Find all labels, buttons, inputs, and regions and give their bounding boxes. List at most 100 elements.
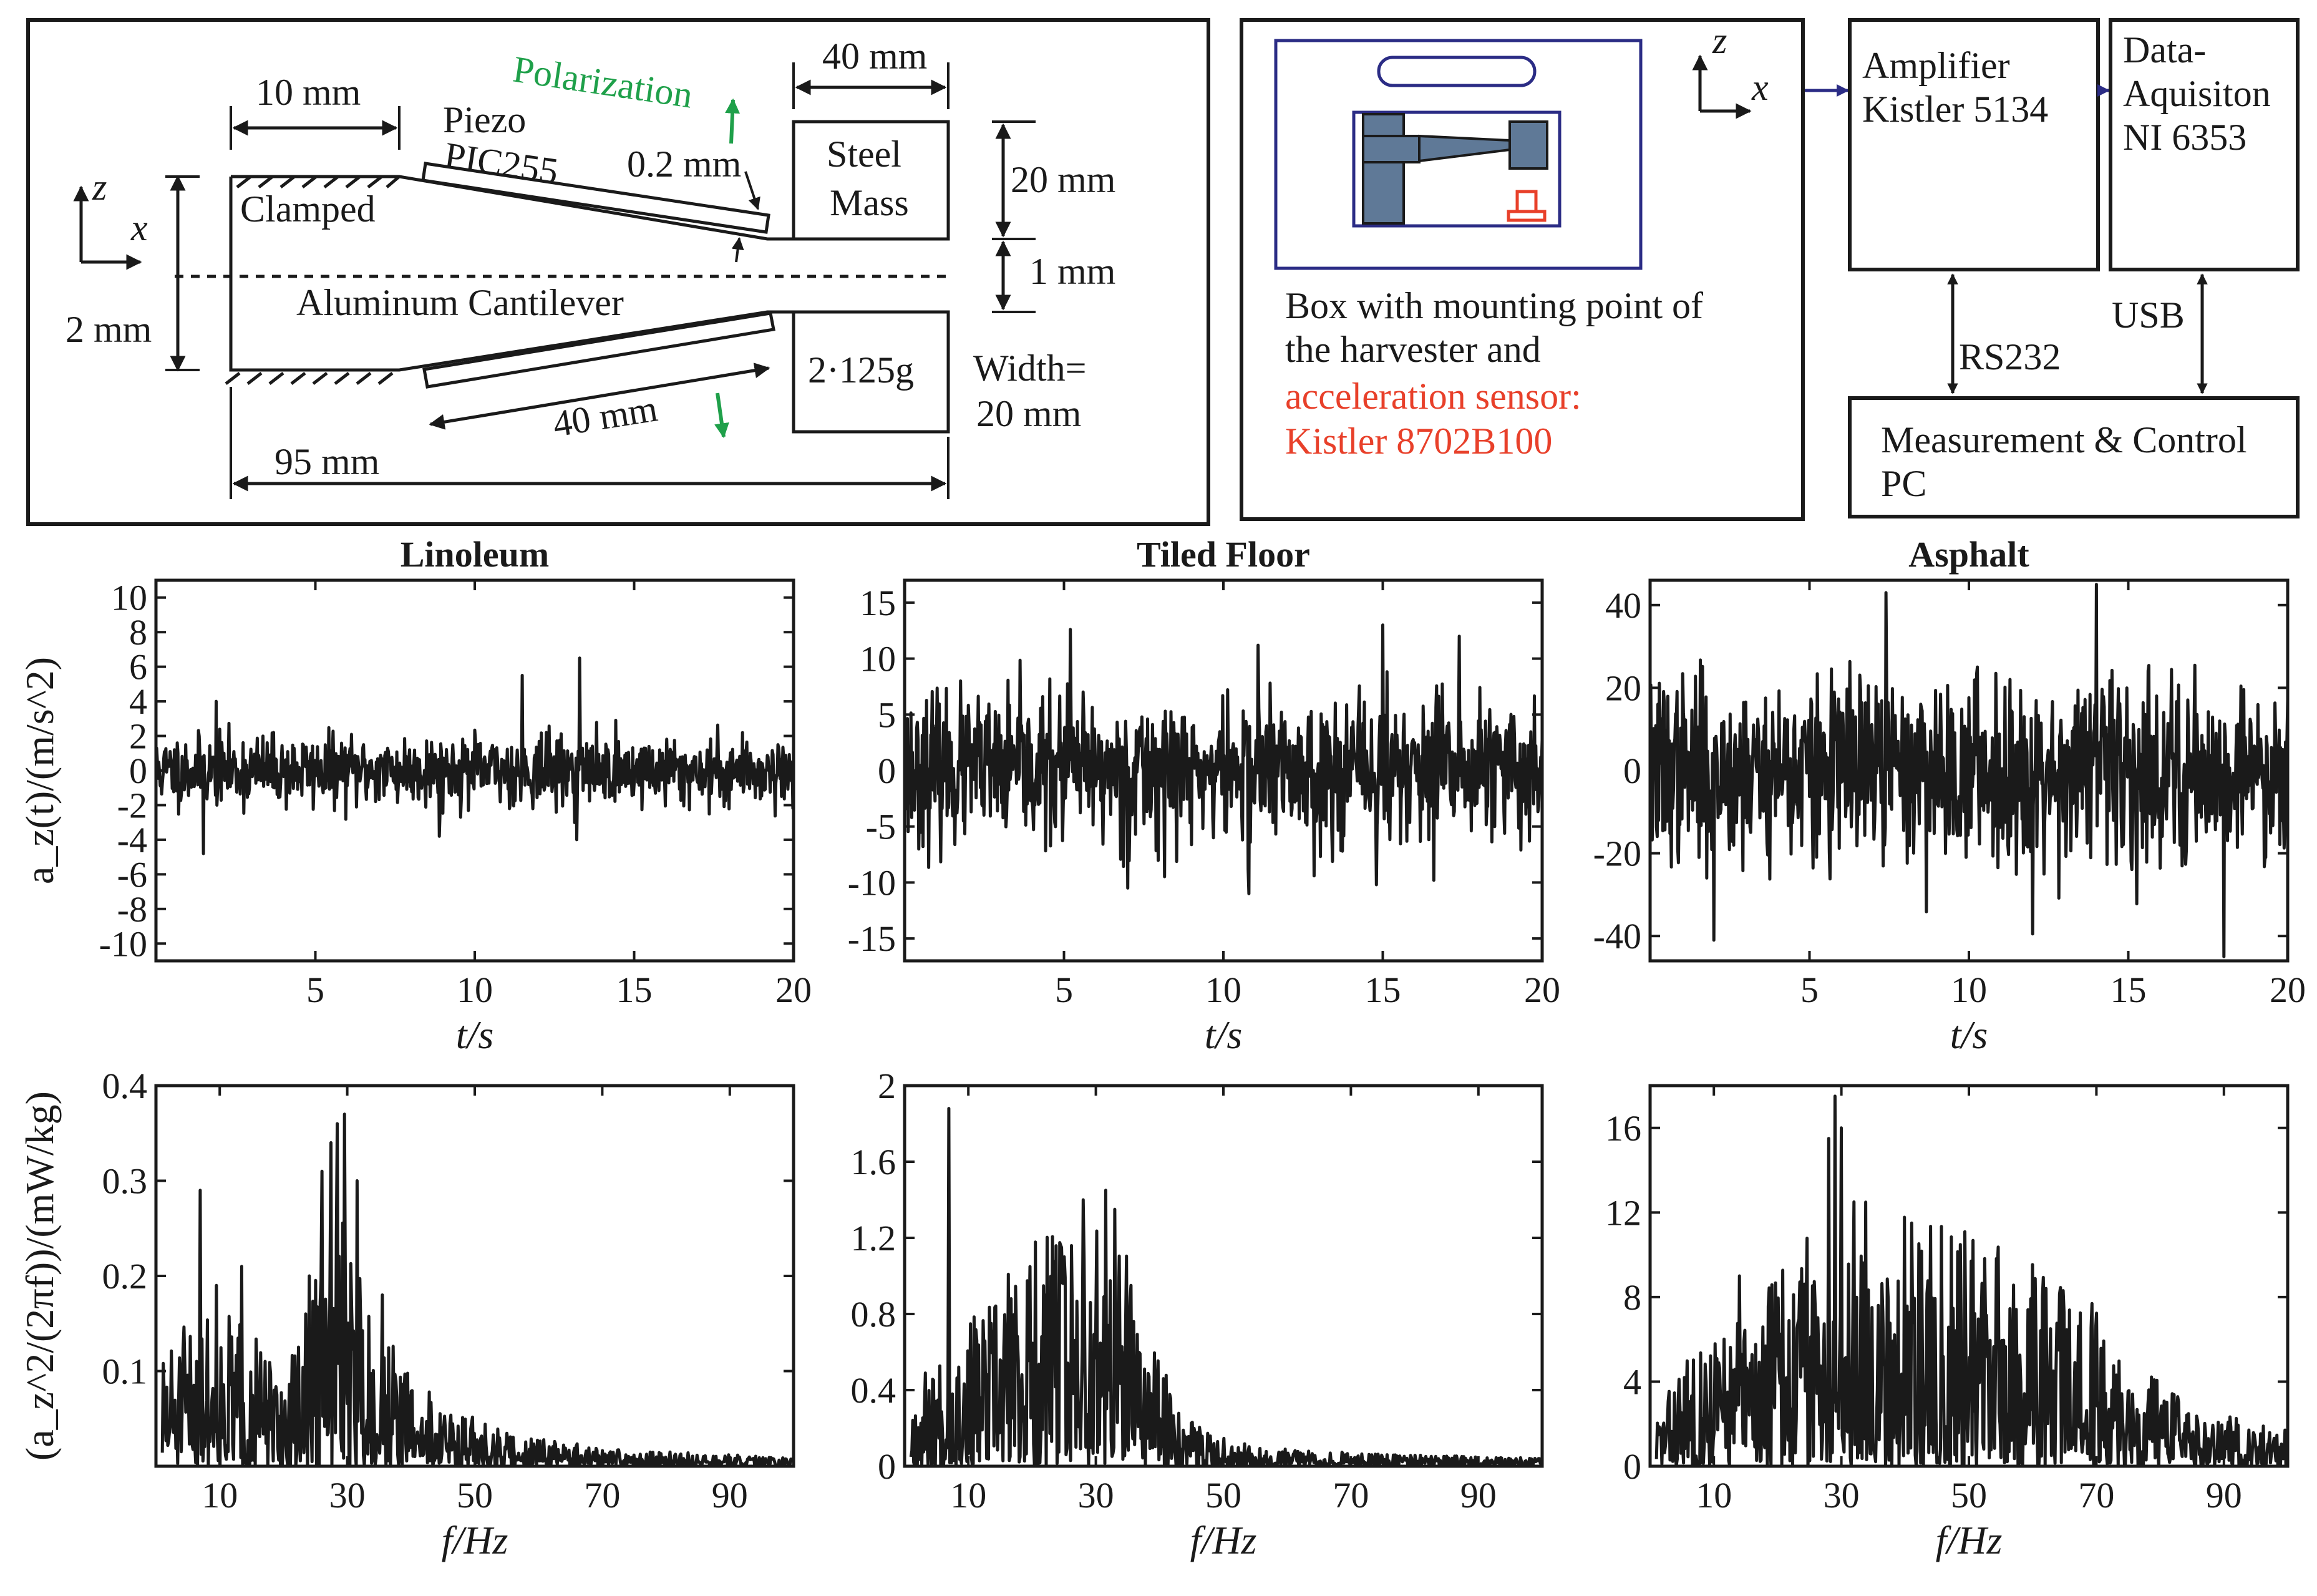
x-axis-label: f/Hz: [1936, 1518, 2003, 1562]
x-tick-label: 90: [1460, 1475, 1497, 1516]
series-line: [156, 656, 794, 855]
chart-sp-asphalt: 10 30 50 70 90 0 4 8 12 16 f/Hz: [1605, 1084, 2290, 1562]
label-axis-x: x: [130, 207, 148, 248]
x-tick-label: 90: [2206, 1475, 2242, 1516]
x-tick-label: 15: [1365, 970, 1401, 1010]
label-40mm-top: 40 mm: [822, 36, 927, 77]
sensor-icon: [1515, 190, 1538, 213]
x-axis-label: t/s: [1950, 1013, 1988, 1057]
y-tick-label: 0.4: [851, 1370, 896, 1411]
y-tick-label: 20: [1605, 668, 1641, 708]
amplifier-line2: Kistler 5134: [1862, 89, 2048, 130]
y-tick-label: -4: [117, 820, 147, 860]
x-tick-label: 10: [1951, 970, 1987, 1010]
label-width: Width=: [973, 348, 1086, 389]
label-20mm: 20 mm: [1011, 159, 1115, 200]
y-tick-label: -10: [99, 923, 147, 964]
cantilever-schematic: 10 mm Piezo PIC255 Polarization 0.2 mm 4…: [26, 18, 1210, 526]
y-tick-label: -10: [848, 862, 896, 903]
label-40mm-bottom: 40 mm: [550, 387, 661, 445]
x-tick-label: 5: [306, 970, 324, 1010]
x-axis-label: t/s: [456, 1013, 493, 1057]
y-tick-label: 10: [860, 639, 896, 679]
y-tick-label: 16: [1605, 1108, 1641, 1149]
x-tick-label: 20: [775, 970, 812, 1010]
x-tick-label: 10: [950, 1475, 986, 1516]
y-tick-label: -20: [1593, 834, 1641, 874]
dim-arrow-40mm-bottom: [429, 363, 770, 430]
y-tick-label: 40: [1605, 585, 1641, 626]
y-tick-label: -6: [117, 854, 147, 895]
series-line: [1650, 583, 2288, 958]
chart-title: Tiled Floor: [1137, 534, 1310, 575]
chart-ts-asphalt: 5 10 15 20 -40 -20 0 20 40 t/s Asphalt: [1593, 534, 2306, 1057]
y-tick-label: -40: [1593, 916, 1641, 956]
setup-frame: [1240, 18, 1805, 521]
x-tick-label: 15: [616, 970, 653, 1010]
dim-arrow-02mm-top: [744, 171, 760, 210]
x-tick-label: 50: [457, 1475, 493, 1516]
y-tick-label: 8: [129, 612, 147, 653]
label-polarization: Polarization: [510, 49, 695, 116]
label-2mm: 2 mm: [66, 309, 152, 350]
inner-frame: [1352, 110, 1562, 228]
setup-axis-x: x: [1751, 67, 1769, 108]
x-tick-label: 50: [1205, 1475, 1241, 1516]
chart-title: Linoleum: [401, 534, 550, 575]
x-axis-label: f/Hz: [1190, 1518, 1257, 1562]
pc-line1: Measurement & Control: [1881, 419, 2247, 460]
harvester-clamp-icon: [1362, 113, 1405, 225]
label-02mm: 0.2 mm: [627, 144, 741, 185]
chart-ts-tiled: 5 10 15 20 -15 -10 -5 0 5 10 15 t/s Tiled Floor: [848, 534, 1560, 1057]
x-tick-label: 15: [2111, 970, 2147, 1010]
chart-grid: 5 10 15 20-10-8-6-4-20246810t/sa_z(t)/(m/s^…: [17, 534, 2306, 1562]
y-axis-label: a_z(t)/(m/s^2): [17, 657, 62, 884]
y-axis-label: (a_z^2/(2πf))/(mW/kg): [17, 1091, 62, 1461]
y-tick-label: 0.1: [102, 1351, 148, 1392]
mounting-box: [1274, 39, 1643, 270]
label-95mm: 95 mm: [274, 441, 379, 482]
label-aluminum-cantilever: Aluminum Cantilever: [296, 282, 624, 323]
y-tick-label: 12: [1605, 1192, 1641, 1233]
x-tick-label: 30: [1824, 1475, 1860, 1516]
x-tick-label: 10: [457, 970, 493, 1010]
steel-mass-top: [792, 120, 950, 241]
dim-arrow-02mm-bottom: [731, 237, 744, 263]
chart-ts-linoleum: 5 10 15 20-10-8-6-4-20246810t/sa_z(t)/(m/s^…: [17, 534, 812, 1057]
y-tick-label: 0: [1623, 1446, 1641, 1487]
label-mass-value: 2·125g: [808, 349, 914, 391]
handle-icon: [1377, 56, 1537, 87]
amplifier-line1: Amplifier: [1862, 45, 2010, 86]
y-tick-label: -8: [117, 889, 147, 930]
x-tick-label: 50: [1951, 1475, 1987, 1516]
label-piezo: Piezo: [443, 99, 526, 140]
sensor-label-line1: acceleration sensor:: [1285, 376, 1581, 417]
y-tick-label: 4: [1623, 1361, 1641, 1402]
piezo-top: [421, 162, 770, 234]
x-tick-label: 70: [584, 1475, 620, 1516]
y-tick-label: 1.6: [851, 1142, 896, 1182]
pc-box: [1848, 396, 2300, 518]
x-axis-label: f/Hz: [442, 1518, 508, 1562]
y-tick-label: 0: [878, 1446, 896, 1487]
label-rs232: RS232: [1959, 336, 2061, 377]
daq-line2: Aquisiton: [2123, 73, 2271, 114]
setup-axis-z: z: [1712, 20, 1727, 61]
y-tick-label: 0: [129, 751, 147, 791]
y-tick-label: 2: [878, 1066, 896, 1106]
x-tick-label: 90: [712, 1475, 748, 1516]
chart-sp-tiled: 10 30 50 70 90 0 0.4 0.8 1.2 1.6 2 f/Hz: [851, 1066, 1544, 1562]
y-tick-label: -15: [848, 918, 896, 959]
x-axis-label: t/s: [1205, 1013, 1242, 1057]
x-tick-label: 20: [2270, 970, 2306, 1010]
schematic-frame: [26, 18, 1210, 526]
series-line: [1654, 1094, 2288, 1466]
label-1mm: 1 mm: [1029, 251, 1115, 292]
polarization-arrow-down: [714, 392, 729, 439]
box-label-line1: Box with mounting point of: [1285, 285, 1703, 326]
label-10mm: 10 mm: [256, 72, 361, 113]
series-line: [909, 1107, 1542, 1466]
y-tick-label: 5: [878, 694, 896, 735]
x-tick-label: 10: [1696, 1475, 1732, 1516]
